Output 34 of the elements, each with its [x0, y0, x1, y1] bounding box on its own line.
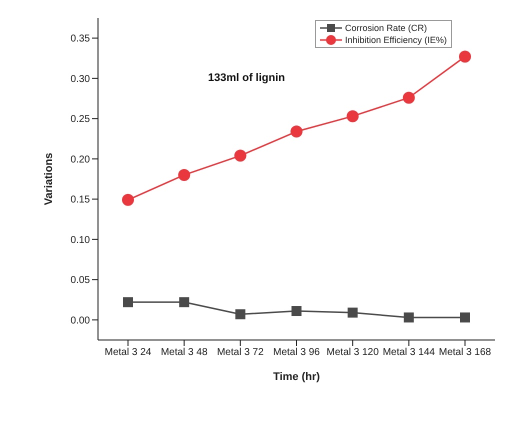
point — [234, 150, 246, 162]
point — [235, 309, 246, 320]
x-tick-label: Metal 3 96 — [273, 347, 320, 358]
point — [346, 110, 359, 122]
point — [460, 312, 470, 322]
y-tick-label: 0.00 — [70, 315, 90, 326]
legend-label: Inhibition Efficiency (IE%) — [345, 35, 447, 45]
y-tick-label: 0.10 — [70, 234, 90, 246]
point — [348, 308, 358, 318]
x-tick-label: Metal 3 72 — [216, 347, 264, 358]
x-tick-label: Metal 3 120 — [326, 347, 380, 358]
point — [292, 306, 302, 316]
y-tick-label: 0.15 — [70, 194, 90, 206]
y-tick-label: 0.20 — [70, 154, 90, 166]
y-axis-title: Variations — [42, 152, 55, 206]
y-tick-label: 0.05 — [70, 275, 90, 286]
y-tick-label: 0.25 — [70, 114, 90, 126]
point — [179, 297, 190, 308]
annotation: 133ml of lignin — [208, 72, 286, 84]
point — [123, 297, 133, 308]
point — [290, 126, 302, 138]
x-tick-label: Metal 3 48 — [160, 347, 208, 358]
y-tick-label: 0.35 — [70, 34, 90, 45]
point — [404, 312, 414, 322]
point — [459, 50, 471, 63]
x-axis-title: Time (hr) — [273, 371, 320, 383]
x-tick-label: Metal 3 24 — [104, 347, 152, 358]
legend-label: Corrosion Rate (CR) — [345, 23, 428, 33]
point — [122, 194, 134, 206]
y-tick-label: 0.30 — [70, 74, 90, 85]
point — [402, 92, 415, 104]
x-tick-label: Metal 3 144 — [382, 347, 436, 358]
point — [178, 168, 190, 181]
x-tick-label: Metal 3 168 — [438, 347, 492, 358]
